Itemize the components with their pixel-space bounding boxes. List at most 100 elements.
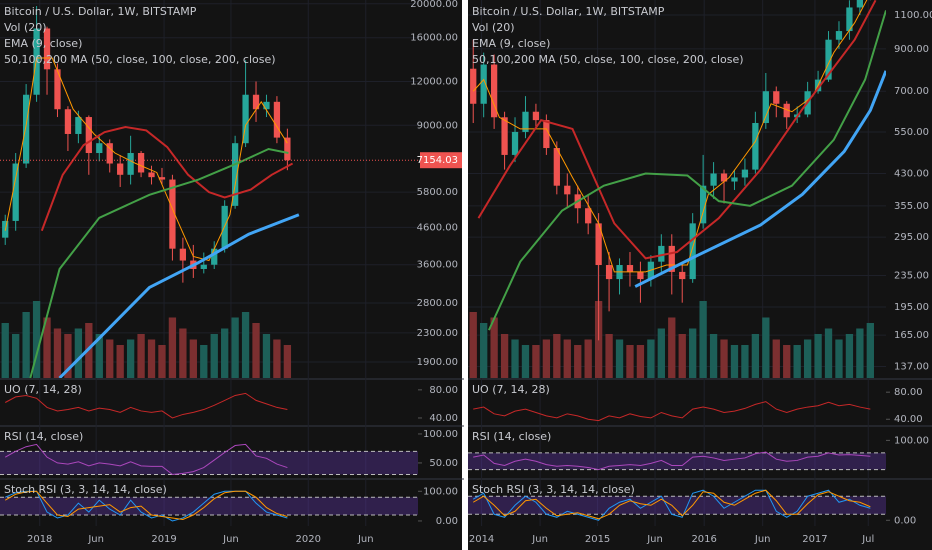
indicator-tick-label: 80.00 bbox=[429, 385, 458, 396]
candle-body bbox=[75, 117, 82, 134]
y-tick-label: 700.00 bbox=[894, 86, 929, 97]
volume-bar bbox=[12, 334, 20, 378]
indicator-label: UO (7, 14, 28) bbox=[472, 383, 550, 396]
volume-bar bbox=[147, 339, 156, 378]
volume-bar bbox=[32, 301, 41, 378]
candle-body bbox=[605, 265, 613, 280]
volume-bar bbox=[480, 323, 488, 378]
volume-bar bbox=[189, 339, 197, 378]
candle-body bbox=[522, 111, 529, 132]
x-tick-label: Jun bbox=[754, 534, 771, 545]
volume-bar bbox=[95, 334, 103, 378]
candle-body bbox=[158, 177, 166, 180]
legend-text: 50,100,200 MA (50, close, 100, close, 20… bbox=[472, 53, 744, 66]
legend-text: Vol (20) bbox=[472, 21, 515, 34]
volume-bar bbox=[772, 339, 780, 378]
y-tick-label: 16000.00 bbox=[410, 33, 458, 44]
x-tick-label: 2014 bbox=[469, 534, 494, 545]
candle-body bbox=[679, 271, 686, 280]
candle-body bbox=[689, 223, 696, 280]
volume-bar bbox=[835, 339, 843, 378]
y-tick-label: 9000.00 bbox=[417, 120, 458, 131]
candle-body bbox=[825, 39, 832, 80]
candle-body bbox=[96, 143, 103, 154]
panel bbox=[4, 392, 288, 419]
indicator-line bbox=[4, 392, 288, 419]
y-tick-label: 355.00 bbox=[894, 201, 929, 212]
volume-bar bbox=[168, 317, 177, 378]
panel bbox=[472, 489, 871, 521]
x-tick-label: Jun bbox=[646, 534, 663, 545]
candle-body bbox=[148, 172, 155, 178]
volume-bar bbox=[803, 339, 812, 378]
volume-bar bbox=[626, 345, 634, 378]
legend-text: EMA (9, close) bbox=[472, 37, 550, 50]
candle-body bbox=[626, 265, 634, 272]
volume-bar bbox=[563, 339, 571, 378]
last-price-label: 7154.03 bbox=[417, 155, 458, 166]
volume-bar bbox=[615, 339, 624, 378]
indicator-band bbox=[0, 451, 418, 475]
volume-bar bbox=[814, 334, 822, 378]
volume-bar bbox=[469, 312, 477, 378]
volume-bar bbox=[74, 328, 83, 378]
candle-body bbox=[273, 101, 281, 138]
divider bbox=[462, 0, 468, 550]
volume-bar bbox=[252, 323, 260, 378]
x-tick-label: 2018 bbox=[27, 534, 52, 545]
candle-body bbox=[762, 91, 769, 123]
x-tick-label: 2015 bbox=[585, 534, 610, 545]
volume-bar bbox=[657, 328, 665, 378]
volume-bar bbox=[511, 339, 519, 378]
candle-body bbox=[470, 68, 477, 104]
y-tick-label: 137.00 bbox=[894, 362, 929, 373]
legend-text: Bitcoin / U.S. Dollar, 1W, BITSTAMP bbox=[472, 5, 665, 18]
y-tick-label: 1100.00 bbox=[894, 10, 932, 21]
panel bbox=[1, 6, 300, 378]
volume-bar bbox=[137, 334, 145, 378]
candle-body bbox=[211, 248, 218, 265]
volume-bar bbox=[262, 334, 271, 378]
indicator-tick-label: 100.00 bbox=[423, 486, 458, 497]
candle-body bbox=[532, 111, 540, 121]
x-tick-label: 2017 bbox=[802, 534, 827, 545]
candle-body bbox=[33, 28, 40, 95]
candle-body bbox=[637, 271, 644, 280]
ma-line bbox=[477, 0, 877, 260]
volume-bar bbox=[678, 334, 686, 378]
volume-bar bbox=[762, 317, 770, 378]
indicator-line bbox=[472, 489, 871, 520]
candle-body bbox=[720, 173, 728, 182]
candle-body bbox=[856, 0, 864, 8]
volume-bar bbox=[584, 339, 592, 378]
candle-body bbox=[64, 109, 72, 134]
volume-bar bbox=[730, 345, 739, 378]
panel bbox=[473, 401, 871, 422]
volume-bar bbox=[1, 323, 9, 378]
y-tick-label: 195.00 bbox=[894, 302, 929, 313]
candle-body bbox=[731, 177, 738, 182]
candle-body bbox=[169, 179, 176, 249]
candle-body bbox=[553, 148, 560, 186]
candle-body bbox=[668, 245, 675, 272]
indicator-label: RSI (14, close) bbox=[4, 430, 83, 443]
x-tick-label: Jul bbox=[861, 534, 874, 545]
indicator-line bbox=[473, 451, 871, 471]
volume-bar bbox=[720, 339, 728, 378]
volume-bar bbox=[158, 345, 166, 378]
x-tick-label: 2019 bbox=[151, 534, 176, 545]
y-tick-label: 1900.00 bbox=[417, 357, 458, 368]
indicator-line bbox=[473, 401, 871, 422]
volume-bar bbox=[605, 334, 613, 378]
y-tick-label: 430.00 bbox=[894, 168, 929, 179]
volume-bar bbox=[532, 345, 540, 378]
volume-bar bbox=[668, 317, 676, 378]
volume-bar bbox=[179, 328, 187, 378]
volume-bar bbox=[53, 328, 62, 378]
indicator-line bbox=[4, 490, 288, 520]
ma-line bbox=[58, 213, 300, 378]
legend-text: 50,100,200 MA (50, close, 100, close, 20… bbox=[4, 53, 276, 66]
volume-bar bbox=[64, 334, 72, 378]
y-tick-label: 235.00 bbox=[894, 270, 929, 281]
